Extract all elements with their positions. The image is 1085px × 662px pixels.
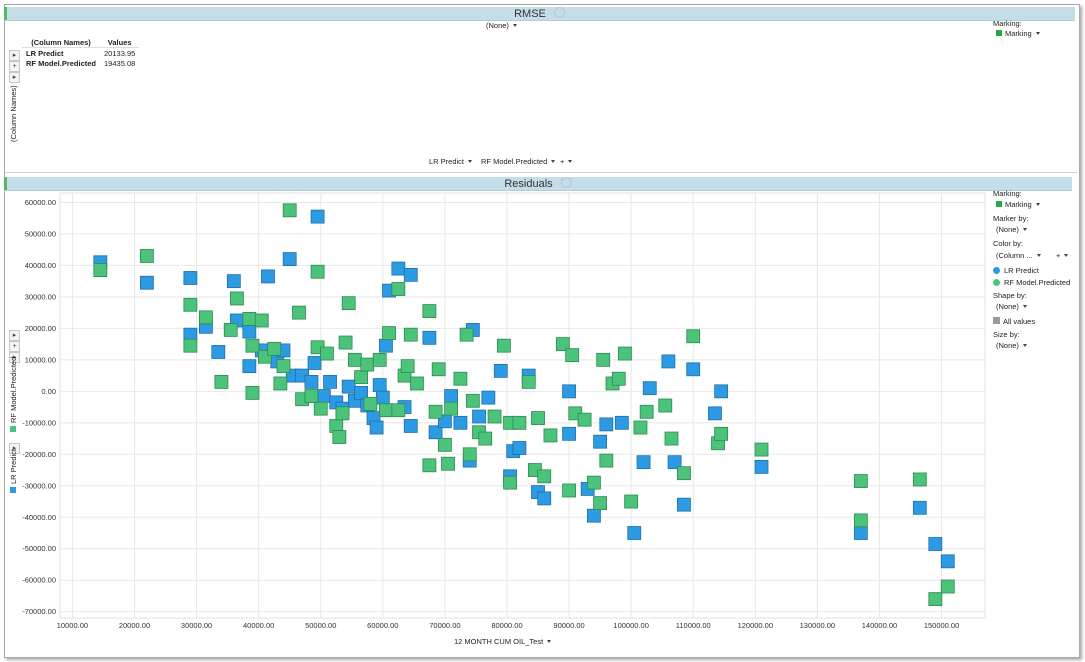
rmse-marking-label: Marking: <box>993 19 1022 28</box>
residuals-title-bar: Residuals <box>4 177 1072 191</box>
shape-all-values: All values <box>993 317 1035 327</box>
refresh-icon[interactable] <box>553 7 565 18</box>
residuals-marking-label: Marking: <box>993 189 1022 198</box>
table-cell-value: 20133.95 <box>104 48 136 58</box>
column-selector-dropdown[interactable]: (None) <box>486 21 517 31</box>
chevron-down-icon <box>547 640 552 643</box>
column-selector-rf-model[interactable]: RF Model.Predicted <box>481 157 556 167</box>
table-row-label: RF Model.Predicted <box>26 58 97 68</box>
chevron-down-icon <box>1064 254 1069 257</box>
color-by-add-button[interactable]: + <box>1056 251 1069 261</box>
row-expand-arrow[interactable]: ▸ <box>9 50 20 61</box>
marker-by-label: Marker by: <box>993 214 1029 223</box>
row-axis-label: (Column Names) <box>9 85 18 142</box>
y-axis-series-lr[interactable]: LR Predict <box>9 449 18 493</box>
size-by-label: Size by: <box>993 330 1020 339</box>
color-by-dropdown[interactable]: (Column ... <box>996 251 1041 261</box>
chevron-down-icon <box>551 160 556 163</box>
title-bar-edge <box>4 7 7 20</box>
chevron-down-icon <box>1035 32 1040 35</box>
chevron-down-icon <box>1036 254 1041 257</box>
chevron-down-icon <box>1022 305 1027 308</box>
chevron-down-icon <box>568 160 573 163</box>
y-axis-series-menu-arrow[interactable]: ▸ <box>9 443 20 454</box>
chevron-down-icon <box>512 24 517 27</box>
square-shape-icon <box>993 317 1000 324</box>
rmse-title: RMSE <box>514 8 546 20</box>
rmse-title-bar: RMSE <box>4 7 1075 21</box>
shape-by-label: Shape by: <box>993 291 1027 300</box>
chevron-down-icon <box>1022 344 1027 347</box>
y-axis-add-button[interactable]: + <box>9 341 20 352</box>
panel-divider <box>5 172 1077 173</box>
table-cell-value: 19435.08 <box>104 58 136 68</box>
residuals-marking-dropdown[interactable]: Marking <box>996 200 1040 210</box>
title-bar-edge <box>4 177 7 190</box>
rmse-table: (Column Names) Values LR Predict 20133.9… <box>22 38 140 68</box>
shape-by-dropdown[interactable]: (None) <box>996 302 1027 312</box>
x-axis-selector-dropdown[interactable]: 12 MONTH CUM OIL_Test <box>454 637 552 647</box>
marking-color-swatch <box>996 201 1002 207</box>
y-axis-expand-arrow[interactable]: ▸ <box>9 330 20 341</box>
table-header-row: (Column Names) Values <box>22 38 140 48</box>
chevron-down-icon <box>468 160 473 163</box>
refresh-icon[interactable] <box>560 177 572 188</box>
color-by-label: Color by: <box>993 239 1024 248</box>
row-add-button[interactable]: + <box>9 61 20 72</box>
table-header-cell: Values <box>100 38 140 48</box>
chevron-down-icon <box>1022 228 1027 231</box>
y-axis-arrow[interactable]: ▸ <box>9 352 20 363</box>
marker-by-dropdown[interactable]: (None) <box>996 225 1027 235</box>
table-header-cell: (Column Names) <box>22 38 101 48</box>
table-row-label: LR Predict <box>26 48 64 58</box>
table-row[interactable]: RF Model.Predicted 19435.08 <box>22 58 139 68</box>
size-by-dropdown[interactable]: (None) <box>996 341 1027 351</box>
column-selector-lr-predict[interactable]: LR Predict <box>429 157 473 167</box>
row-axis-arrow[interactable]: ▸ <box>9 72 20 83</box>
chevron-down-icon <box>1035 203 1040 206</box>
series-color-swatch <box>10 487 16 493</box>
legend-dot-icon <box>993 279 1000 286</box>
legend-item-lr-predict[interactable]: LR Predict <box>993 266 1039 276</box>
rmse-marking-dropdown[interactable]: Marking <box>996 29 1040 39</box>
add-column-button[interactable]: + <box>560 157 573 167</box>
legend-dot-icon <box>993 267 1000 274</box>
y-axis-series-rf[interactable]: RF Model.Predicted <box>9 357 18 432</box>
series-color-swatch <box>10 426 16 432</box>
visualization-frame <box>4 4 1080 658</box>
legend-item-rf-model[interactable]: RF Model.Predicted <box>993 278 1070 288</box>
marking-color-swatch <box>996 30 1002 36</box>
table-row[interactable]: LR Predict 20133.95 <box>22 48 139 59</box>
residuals-title: Residuals <box>504 178 553 190</box>
